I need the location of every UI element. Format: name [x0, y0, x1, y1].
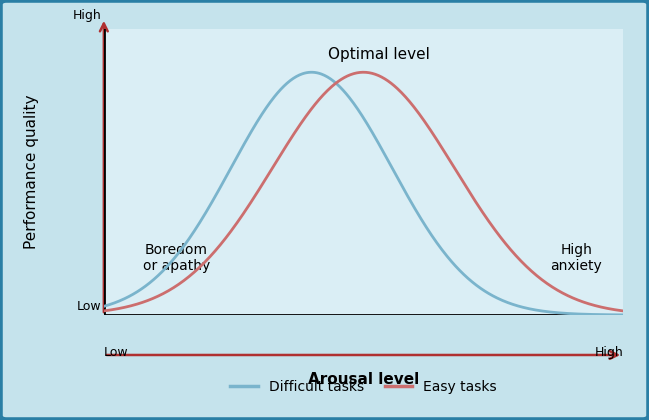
- Difficult tasks: [382, 154, 389, 159]
- Difficult tasks: [526, 307, 534, 312]
- Text: Optimal level: Optimal level: [328, 47, 430, 62]
- Difficult tasks: [348, 98, 356, 103]
- Easy tasks: [619, 308, 627, 313]
- Difficult tasks: [350, 102, 358, 107]
- Difficult tasks: [308, 70, 316, 75]
- Difficult tasks: [100, 304, 108, 309]
- Difficult tasks: [619, 312, 627, 318]
- Difficult tasks: [410, 205, 418, 210]
- Easy tasks: [100, 308, 108, 313]
- Text: Low: Low: [77, 300, 101, 313]
- Text: High
anxiety: High anxiety: [550, 243, 602, 273]
- Easy tasks: [359, 70, 367, 75]
- Text: Low: Low: [104, 346, 129, 360]
- Text: Performance quality: Performance quality: [23, 95, 39, 249]
- Easy tasks: [526, 268, 534, 273]
- Easy tasks: [607, 307, 615, 312]
- Text: Arousal level: Arousal level: [308, 372, 419, 387]
- Legend: Difficult tasks, Easy tasks: Difficult tasks, Easy tasks: [224, 374, 503, 399]
- Text: Boredom
or apathy: Boredom or apathy: [143, 243, 210, 273]
- Easy tasks: [410, 105, 418, 110]
- Text: High: High: [73, 9, 101, 21]
- Text: High: High: [594, 346, 623, 360]
- Easy tasks: [350, 71, 358, 76]
- Line: Easy tasks: Easy tasks: [104, 72, 623, 311]
- Easy tasks: [347, 72, 354, 77]
- Line: Difficult tasks: Difficult tasks: [104, 72, 623, 315]
- Difficult tasks: [607, 312, 615, 317]
- Easy tasks: [382, 77, 389, 82]
